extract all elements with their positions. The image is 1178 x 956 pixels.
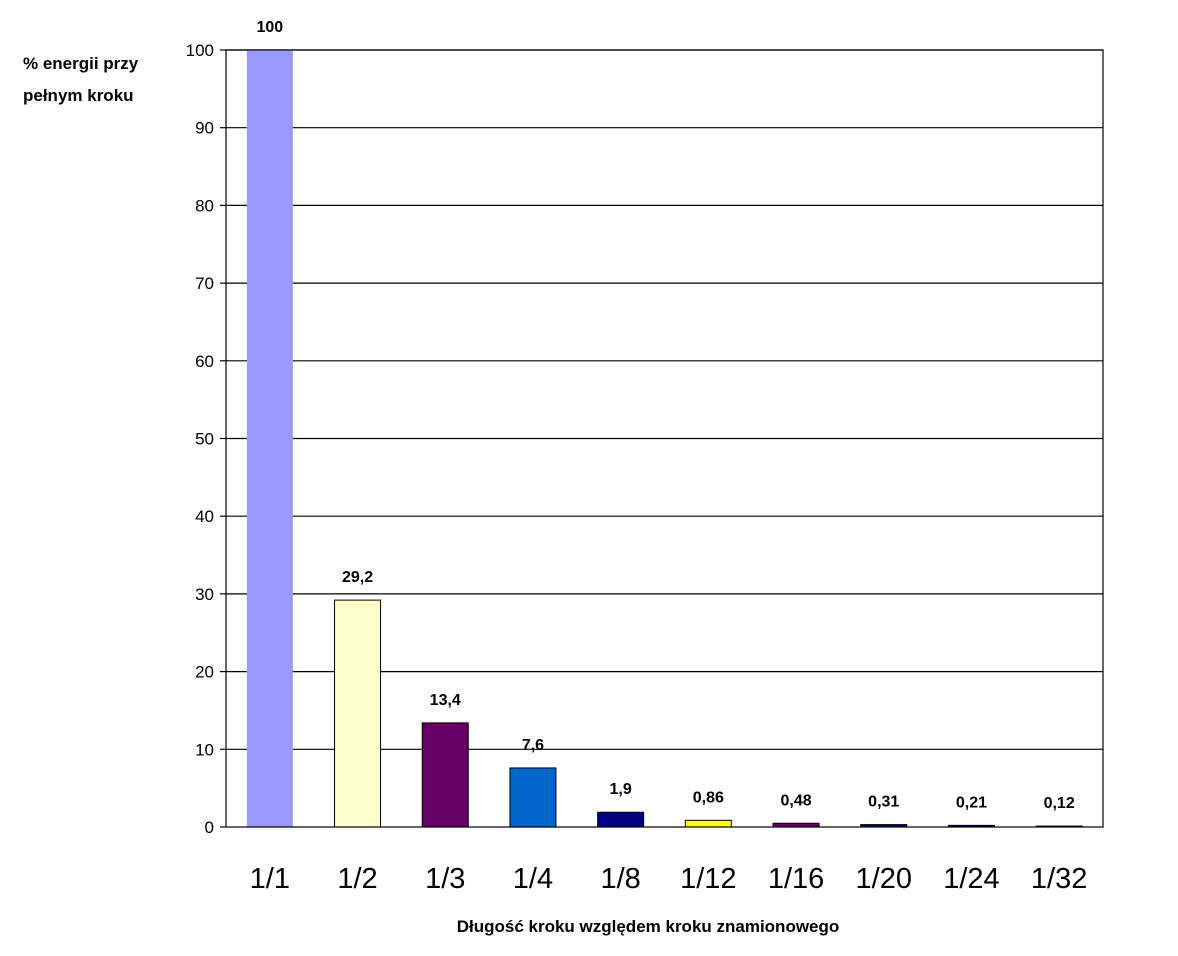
x-tick-label: 1/32 [1031,863,1087,895]
bar-1-12 [684,819,732,828]
x-tick-label: 1/24 [943,863,999,895]
data-label: 0,12 [1044,795,1075,812]
y-tick-label: 80 [195,196,214,215]
x-tick-label: 1/20 [856,863,912,895]
y-tick-label: 90 [195,119,214,138]
y-tick-labels: 0 10 20 30 40 50 60 70 80 90 100 [186,41,214,837]
y-tick-label: 10 [195,740,214,759]
x-axis-label: Długość kroku względem kroku znamionoweg… [457,917,840,936]
y-tick-label: 0 [205,818,214,837]
data-label: 29,2 [342,569,373,586]
bar-1-2 [334,599,382,828]
data-label: 13,4 [430,692,461,709]
x-tick-label: 1/3 [425,863,465,895]
bar-1-1 [246,50,293,827]
bar-1-3 [421,722,469,828]
data-label: 0,21 [956,794,987,811]
y-tick-label: 50 [195,430,214,449]
y-tick-label: 100 [186,41,214,60]
y-tick-label: 40 [195,507,214,526]
bars [246,50,1083,828]
x-tick-label: 1/16 [768,863,824,895]
data-label: 0,86 [693,789,724,806]
y-tick-label: 60 [195,352,214,371]
bar-1-4 [509,767,557,828]
x-tick-label: 1/12 [680,863,736,895]
y-axis-label-line-1: % energii przy [23,54,139,73]
axes [220,49,1104,828]
y-tick-label: 70 [195,274,214,293]
data-labels: 100 29,2 13,4 7,6 1,9 0,86 0,48 0,31 0,21 0,12 [256,19,1074,812]
data-label: 0,31 [868,794,899,811]
x-tick-label: 1/8 [600,863,640,895]
x-tick-labels: 1/1 1/2 1/3 1/4 1/8 1/12 1/16 1/20 1/24 1/32 [250,863,1088,895]
x-tick-label: 1/4 [513,863,553,895]
y-axis-label-line-2: pełnym kroku [23,86,134,105]
data-label: 7,6 [522,737,544,754]
x-tick-label: 1/1 [250,863,290,895]
data-label: 1,9 [610,781,632,798]
y-tick-label: 30 [195,585,214,604]
data-label: 100 [256,19,283,36]
plot-frame [225,49,1104,828]
y-tick-label: 20 [195,663,214,682]
bar-1-8 [597,811,645,828]
data-label: 0,48 [780,792,811,809]
x-tick-label: 1/2 [337,863,377,895]
